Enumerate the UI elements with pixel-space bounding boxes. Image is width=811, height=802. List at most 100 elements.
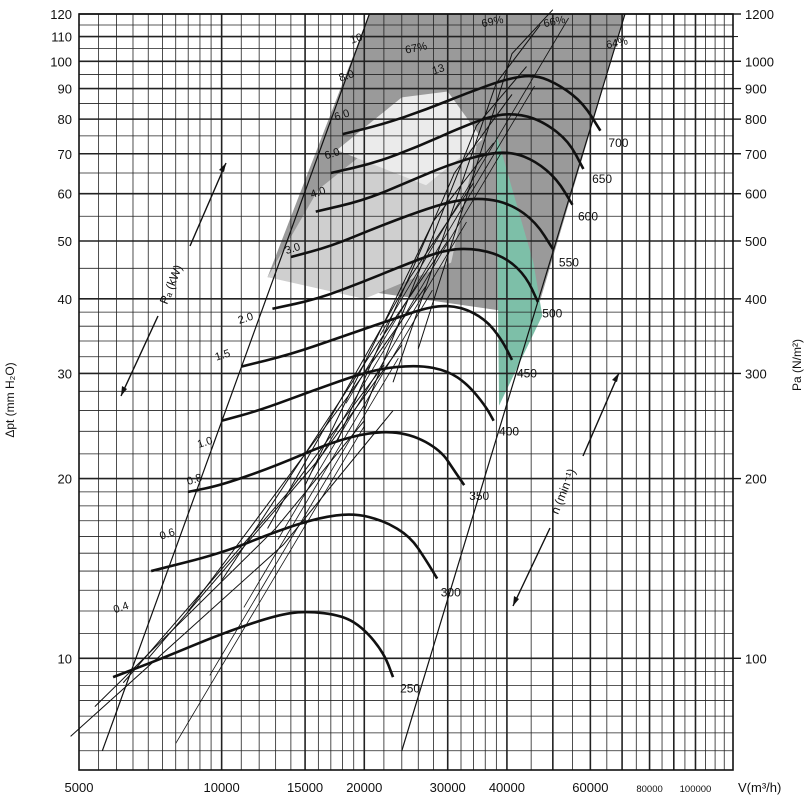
power-line-0.6	[94, 420, 365, 707]
x-axis-label: V(m³/h)	[738, 780, 781, 795]
speed-label-650: 650	[592, 172, 612, 186]
power-label: 10	[349, 31, 364, 46]
arrow-down-right	[512, 527, 551, 607]
power-label: 1.5	[214, 348, 232, 364]
speed-curve-500	[272, 247, 540, 311]
y-tick-label-left: 70	[58, 147, 72, 162]
system-line	[277, 221, 467, 540]
y-tick-label-right: 100	[745, 651, 767, 666]
power-label: 13	[431, 62, 446, 77]
arrow-up-right	[582, 372, 620, 457]
speed-curve-700	[342, 74, 602, 136]
y-tick-label-left: 80	[58, 112, 72, 127]
speed-curve-450	[240, 304, 514, 368]
arrowhead	[219, 163, 226, 172]
speed-curve-600	[315, 151, 574, 213]
power-label: 8.0	[338, 68, 356, 84]
speed-curve-650	[330, 113, 585, 175]
system-line	[175, 425, 365, 744]
power-line-0.4	[70, 410, 394, 737]
y-tick-label-right: 900	[745, 82, 767, 97]
y-tick-label-right: 800	[745, 112, 767, 127]
speed-label-700: 700	[608, 136, 628, 150]
speed-label-300: 300	[441, 585, 461, 599]
power-lines	[70, 9, 626, 751]
system-line	[209, 357, 399, 676]
x-tick-label: 15000	[287, 780, 323, 795]
y-tick-label-left: 40	[58, 292, 72, 307]
x-tick-label: 5000	[65, 780, 94, 795]
y-tick-label-right: 200	[745, 472, 767, 487]
envelope-left	[101, 13, 370, 751]
arrowhead	[121, 386, 127, 396]
power-label: 3.0	[284, 241, 302, 257]
y-tick-label-left: 120	[50, 7, 72, 22]
speed-label-600: 600	[578, 209, 598, 223]
envelope-right	[401, 13, 626, 751]
arrowhead	[612, 373, 619, 382]
y-tick-label-right: 500	[745, 234, 767, 249]
y-tick-label-left: 50	[58, 234, 72, 249]
speed-curves	[112, 74, 602, 679]
chart-grid	[78, 13, 734, 771]
efficiency-label: 69%	[480, 14, 504, 30]
efficiency-label: 67%	[404, 40, 428, 56]
x-tick-label: 60000	[572, 780, 608, 795]
speed-curve-550	[290, 197, 554, 259]
power-label: 2.0	[237, 311, 255, 327]
y-axis-label-right: Pa (N/m²)	[790, 339, 804, 391]
chart-axes: 5000 10000 15000 20000 30000 40000 60000 80000 1…	[3, 7, 804, 795]
power-label: 6.0	[323, 146, 341, 162]
y-tick-label-right: 400	[745, 292, 767, 307]
y-tick-label-left: 110	[51, 30, 72, 45]
system-line	[243, 289, 433, 608]
y-tick-label-right: 1000	[745, 54, 774, 69]
x-tick-label: 100000	[680, 784, 712, 795]
power-line-1.5	[187, 285, 427, 612]
plot-frame	[78, 13, 734, 771]
y-tick-label-left: 90	[58, 82, 72, 97]
system-line	[311, 153, 501, 472]
power-label: 1.0	[196, 435, 214, 451]
speed-label-350: 350	[469, 489, 489, 503]
speed-label-500: 500	[542, 307, 562, 321]
y-tick-label-left: 20	[58, 472, 72, 487]
arrow-up-left	[189, 162, 227, 247]
y-axis-label-left: Δpt (mm H₂O)	[3, 362, 17, 437]
y-tick-label-left: 100	[50, 54, 72, 69]
power-label: 6.0	[333, 107, 351, 123]
x-tick-label: 40000	[489, 780, 525, 795]
speed-curve-300	[150, 513, 439, 580]
speed-curve-250	[112, 610, 395, 679]
efficiency-label: 64%	[605, 35, 629, 51]
efficiency-label: 66%	[543, 14, 567, 30]
y-tick-label-right: 700	[745, 147, 767, 162]
x-tick-label: 80000	[636, 784, 662, 795]
y-tick-label-left: 60	[58, 187, 72, 202]
system-line	[345, 85, 535, 404]
speed-label-550: 550	[559, 256, 579, 270]
y-tick-label-left: 30	[58, 366, 72, 381]
y-tick-label-left: 10	[58, 651, 72, 666]
y-tick-label-right: 300	[745, 366, 767, 381]
power-line-3.0	[267, 182, 474, 529]
speed-curve-400	[221, 364, 495, 422]
y-tick-label-right: 1200	[745, 7, 774, 22]
power-label: 4.0	[309, 185, 327, 201]
speed-label-250: 250	[400, 682, 420, 696]
power-label: 0.8	[185, 472, 203, 488]
speed-label-450: 450	[517, 366, 537, 380]
arrow-down-left	[120, 315, 159, 397]
power-line-2.0	[221, 240, 449, 581]
y-tick-label-right: 600	[745, 187, 767, 202]
speed-curve-350	[187, 430, 466, 494]
power-label: 0.4	[112, 600, 130, 616]
speed-label-400: 400	[499, 424, 519, 438]
power-label: 0.6	[158, 526, 176, 542]
system-line	[379, 17, 569, 336]
x-tick-label: 20000	[346, 780, 382, 795]
x-tick-label: 10000	[204, 780, 240, 795]
x-tick-label: 30000	[430, 780, 466, 795]
arrowhead	[513, 596, 519, 606]
